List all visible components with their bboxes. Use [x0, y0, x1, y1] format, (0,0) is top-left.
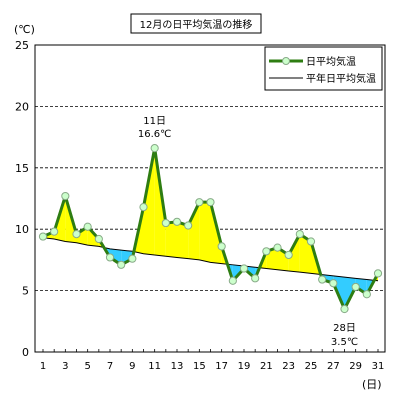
- data-point-day-30: [362, 290, 371, 299]
- x-tick-9: 9: [129, 361, 135, 372]
- chart-title: 12月の日平均気温の推移: [140, 18, 253, 31]
- plot-area: [34, 44, 386, 353]
- data-point-day-12: [161, 218, 170, 228]
- data-point-day-22: [273, 243, 282, 252]
- legend-label-actual: 日平均気温: [306, 55, 356, 68]
- data-point-day-3: [61, 191, 70, 201]
- annotation-max-day: 11日: [143, 116, 166, 127]
- fill-above-normal: [76, 226, 88, 246]
- y-tick-20: 20: [15, 100, 29, 113]
- series-markers: [38, 144, 383, 314]
- annotation-min-day: 28日: [333, 323, 356, 334]
- annotations: 11日 16.6℃ 28日 3.5℃: [138, 116, 358, 348]
- fill-above-normal: [143, 148, 155, 255]
- annotation-min-value: 3.5℃: [331, 337, 358, 348]
- y-tick-labels: 0 5 10 15 20 25: [15, 39, 29, 359]
- x-unit-label: (日): [362, 378, 382, 391]
- legend: 日平均気温 平年日平均気温: [264, 46, 383, 91]
- x-tick-17: 17: [215, 361, 228, 372]
- y-tick-15: 15: [15, 162, 29, 175]
- data-point-day-21: [262, 247, 271, 256]
- legend-marker-actual: [282, 57, 290, 65]
- data-point-day-13: [172, 217, 182, 226]
- data-point-day-17: [217, 242, 226, 251]
- data-point-day-14: [184, 221, 193, 230]
- data-point-day-28: [340, 304, 349, 314]
- x-tick-23: 23: [282, 361, 295, 372]
- data-point-day-18: [228, 276, 237, 285]
- data-point-day-11: [150, 144, 159, 153]
- y-tick-0: 0: [22, 346, 29, 359]
- annotation-max-value: 16.6℃: [138, 129, 172, 140]
- x-tick-13: 13: [171, 361, 184, 372]
- data-point-day-5: [83, 222, 92, 231]
- data-point-day-6: [94, 234, 103, 244]
- fill-below-normal: [110, 248, 122, 265]
- data-point-day-23: [284, 250, 293, 260]
- x-tick-29: 29: [349, 361, 362, 372]
- fill-above-normal: [188, 202, 200, 260]
- data-point-day-24: [295, 230, 304, 239]
- data-point-day-26: [318, 275, 327, 284]
- chart-title-box: [130, 13, 262, 34]
- x-tick-3: 3: [62, 361, 68, 372]
- data-point-day-27: [329, 279, 338, 288]
- x-tick-5: 5: [84, 361, 90, 372]
- data-point-day-15: [195, 198, 204, 207]
- data-point-day-7: [105, 253, 115, 262]
- x-tick-11: 11: [148, 361, 161, 372]
- x-tick-7: 7: [107, 361, 113, 372]
- fill-below-normal: [121, 250, 133, 265]
- data-point-day-31: [373, 269, 383, 278]
- data-point-day-29: [351, 282, 360, 292]
- data-point-day-4: [72, 230, 81, 239]
- data-point-day-19: [239, 264, 249, 273]
- fill-above-normal: [177, 221, 189, 259]
- fill-above-normal: [199, 202, 211, 263]
- data-point-day-16: [206, 198, 215, 207]
- data-point-day-1: [38, 232, 48, 241]
- y-unit-label: (℃): [14, 23, 35, 36]
- y-tick-25: 25: [15, 39, 29, 52]
- data-point-day-10: [139, 202, 148, 212]
- x-tick-25: 25: [305, 361, 318, 372]
- x-tick-27: 27: [327, 361, 340, 372]
- y-tick-10: 10: [15, 223, 29, 236]
- deviation-fills: [43, 148, 378, 310]
- x-tick-21: 21: [260, 361, 273, 372]
- data-point-day-25: [306, 237, 316, 246]
- data-point-day-9: [128, 254, 137, 263]
- data-point-day-8: [117, 260, 126, 269]
- legend-label-normal: 平年日平均気温: [306, 72, 376, 85]
- fill-below-normal: [355, 278, 367, 295]
- x-tick-1: 1: [40, 361, 46, 372]
- data-point-day-20: [251, 274, 260, 283]
- x-tick-19: 19: [238, 361, 251, 372]
- x-tick-labels: 1 3 5 7 9 11 13 15 17 19 21 23 25 27 29 31: [40, 349, 385, 372]
- data-point-day-2: [50, 227, 59, 236]
- y-tick-5: 5: [22, 285, 29, 298]
- x-tick-31: 31: [372, 361, 385, 372]
- fill-above-normal: [165, 221, 177, 258]
- legend-box: [264, 46, 383, 91]
- x-tick-15: 15: [193, 361, 206, 372]
- fill-above-normal: [288, 234, 300, 273]
